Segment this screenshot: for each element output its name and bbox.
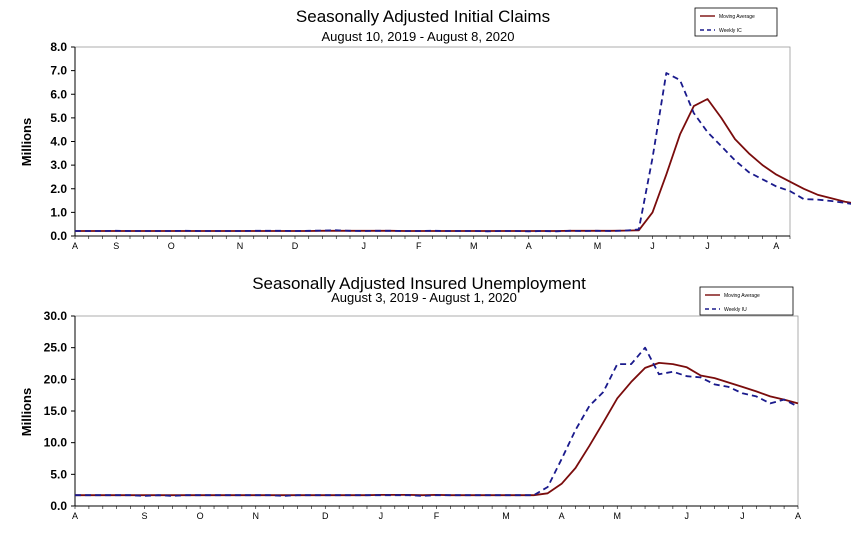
- x-tick-label: J: [650, 241, 655, 251]
- x-tick-label: A: [773, 241, 779, 251]
- moving-average-series-line: [75, 361, 799, 497]
- x-tick-label: J: [362, 241, 367, 251]
- y-tick-label: 25.0: [44, 341, 68, 355]
- x-tick-label: O: [197, 511, 204, 521]
- y-tick-label: 1.0: [50, 205, 67, 219]
- x-tick-label: N: [253, 511, 260, 521]
- chart-title: Seasonally Adjusted Insured Unemployment: [252, 274, 586, 293]
- x-tick-label: O: [168, 241, 175, 251]
- x-tick-label: J: [705, 241, 710, 251]
- y-tick-label: 3.0: [50, 158, 67, 172]
- x-tick-label: S: [142, 511, 148, 521]
- plot-frame: [74, 46, 791, 237]
- x-tick-label: M: [470, 241, 478, 251]
- chart-subtitle: August 3, 2019 - August 1, 2020: [331, 290, 517, 305]
- y-tick-label: 7.0: [50, 64, 67, 78]
- x-tick-label: J: [685, 511, 690, 521]
- x-tick-label: F: [416, 241, 422, 251]
- legend-label: Moving Average: [719, 14, 755, 20]
- legend-label: Weekly IU: [724, 307, 747, 313]
- x-tick-label: N: [237, 241, 244, 251]
- x-tick-label: A: [526, 241, 532, 251]
- y-tick-label: 15.0: [44, 404, 68, 418]
- y-tick-label: 5.0: [50, 467, 67, 481]
- x-tick-label: A: [795, 511, 801, 521]
- moving-average-series-line: [75, 98, 851, 232]
- y-tick-label: 6.0: [50, 87, 67, 101]
- axes: [74, 315, 799, 507]
- y-tick-label: 0.0: [50, 499, 67, 513]
- x-tick-label: M: [594, 241, 602, 251]
- initial-claims-chart: Seasonally Adjusted Initial Claims Augus…: [19, 7, 851, 251]
- y-tick-label: 2.0: [50, 182, 67, 196]
- x-tick-label: A: [72, 511, 78, 521]
- x-tick-label: A: [559, 511, 565, 521]
- y-tick-label: 5.0: [50, 111, 67, 125]
- axes: [74, 46, 791, 237]
- legend: Moving Average Weekly IU: [699, 286, 794, 316]
- y-axis-label: Millions: [19, 118, 34, 166]
- weekly-series-line: [75, 72, 851, 233]
- chart-title: Seasonally Adjusted Initial Claims: [296, 7, 550, 26]
- insured-unemployment-chart: Seasonally Adjusted Insured Unemployment…: [19, 274, 801, 521]
- y-tick-label: 10.0: [44, 436, 68, 450]
- x-tick-label: D: [322, 511, 329, 521]
- y-tick-label: 30.0: [44, 309, 68, 323]
- x-tick-label: M: [614, 511, 622, 521]
- y-tick-label: 8.0: [50, 40, 67, 54]
- x-tick-label: J: [740, 511, 745, 521]
- plot-frame: [74, 315, 799, 507]
- x-tick-label: A: [72, 241, 78, 251]
- chart-subtitle: August 10, 2019 - August 8, 2020: [322, 29, 515, 44]
- weekly-series-line: [75, 346, 799, 497]
- legend-label: Moving Average: [724, 293, 760, 299]
- y-tick-label: 4.0: [50, 135, 67, 149]
- x-tick-label: M: [502, 511, 510, 521]
- legend-box: [694, 7, 778, 37]
- legend: Moving Average Weekly IC: [694, 7, 778, 37]
- x-tick-label: J: [379, 511, 384, 521]
- legend-box: [699, 286, 794, 316]
- x-tick-label: S: [113, 241, 119, 251]
- x-tick-label: D: [292, 241, 299, 251]
- y-tick-label: 20.0: [44, 372, 68, 386]
- x-tick-label: F: [434, 511, 440, 521]
- series-lines: [75, 346, 799, 497]
- y-axis-label: Millions: [19, 388, 34, 436]
- legend-label: Weekly IC: [719, 28, 742, 34]
- series-lines: [75, 72, 851, 233]
- y-tick-label: 0.0: [50, 229, 67, 243]
- y-axis-ticks: 0.0 1.0 2.0 3.0 4.0 5.0 6.0 7.0 8.0: [50, 40, 75, 243]
- y-axis-ticks: 0.0 5.0 10.0 15.0 20.0 25.0 30.0: [44, 309, 75, 513]
